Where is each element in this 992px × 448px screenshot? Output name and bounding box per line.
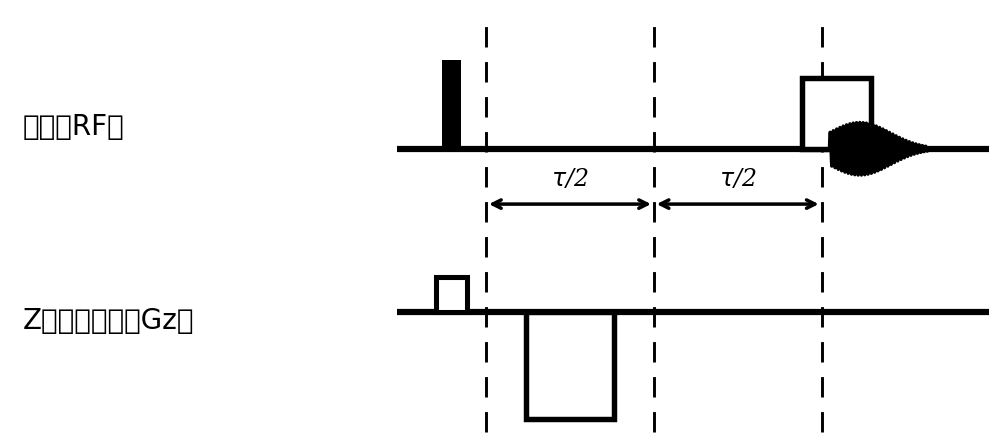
Bar	[435, 277, 467, 313]
Bar	[802, 78, 871, 149]
Bar	[526, 313, 614, 419]
Text: $\tau$/2: $\tau$/2	[551, 167, 589, 191]
Text: $\tau$/2: $\tau$/2	[719, 167, 757, 191]
Text: 射频（RF）: 射频（RF）	[23, 112, 124, 141]
Bar	[441, 60, 461, 149]
Text: Z方向梯度场（Gz）: Z方向梯度场（Gz）	[23, 307, 194, 336]
